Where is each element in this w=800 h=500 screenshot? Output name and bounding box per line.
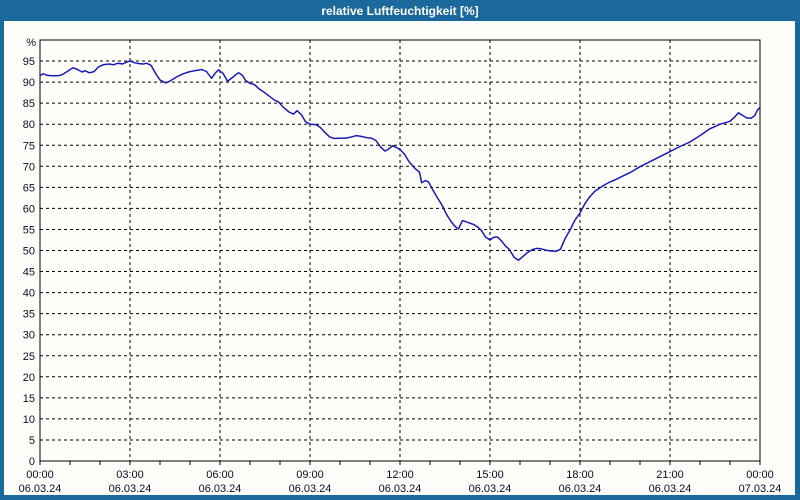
y-tick-label: 65: [23, 182, 35, 194]
y-tick-label: 50: [23, 246, 35, 258]
window-title: relative Luftfeuchtigkeit [%]: [321, 3, 479, 18]
x-tick-date-label: 06.03.24: [289, 483, 332, 495]
y-tick-label: 20: [23, 372, 35, 384]
y-tick-label: 95: [23, 56, 35, 68]
x-tick-time-label: 03:00: [116, 469, 144, 481]
y-tick-label: 30: [23, 330, 35, 342]
series-line-relative-luftfeuchtigkeit: [39, 60, 761, 261]
x-tick-time-label: 00:00: [746, 469, 774, 481]
title-bar: relative Luftfeuchtigkeit [%]: [0, 0, 800, 21]
y-tick-label: 15: [23, 393, 35, 405]
y-tick-label: 90: [23, 77, 35, 89]
x-tick-time-label: 00:00: [26, 469, 54, 481]
x-tick-date-label: 06.03.24: [649, 483, 692, 495]
x-tick-date-label: 06.03.24: [379, 483, 422, 495]
y-axis-unit-label: %: [26, 37, 36, 49]
y-tick-label: 75: [23, 140, 35, 152]
x-tick-date-label: 07.03.24: [739, 483, 782, 495]
y-tick-label: 10: [23, 414, 35, 426]
y-tick-label: 85: [23, 98, 35, 110]
y-tick-label: 0: [29, 456, 35, 468]
humidity-line-chart: 0 5 10 15 20 25 30 35 40 45 50 55 60 65 70 75 80 85 90 95% 0…: [19, 37, 782, 495]
chart-panel: 0 5 10 15 20 25 30 35 40 45 50 55 60 65 70 75 80 85 90 95% 0…: [4, 21, 795, 495]
y-tick-label: 35: [23, 309, 35, 321]
y-tick-label: 40: [23, 288, 35, 300]
x-tick-time-label: 06:00: [206, 469, 234, 481]
x-tick-date-label: 06.03.24: [199, 483, 242, 495]
y-tick-label: 60: [23, 203, 35, 215]
y-tick-label: 25: [23, 351, 35, 363]
x-tick-date-label: 06.03.24: [19, 483, 62, 495]
x-tick-time-label: 18:00: [566, 469, 594, 481]
y-tick-label: 70: [23, 161, 35, 173]
y-tick-label: 55: [23, 224, 35, 236]
y-tick-label: 80: [23, 119, 35, 131]
x-tick-date-label: 06.03.24: [559, 483, 602, 495]
y-tick-label: 45: [23, 267, 35, 279]
x-tick-time-label: 15:00: [476, 469, 504, 481]
x-tick-time-label: 12:00: [386, 469, 414, 481]
x-tick-date-label: 06.03.24: [469, 483, 512, 495]
x-tick-time-label: 21:00: [656, 469, 684, 481]
y-tick-label: 5: [29, 435, 35, 447]
x-tick-time-label: 09:00: [296, 469, 324, 481]
x-tick-date-label: 06.03.24: [109, 483, 152, 495]
